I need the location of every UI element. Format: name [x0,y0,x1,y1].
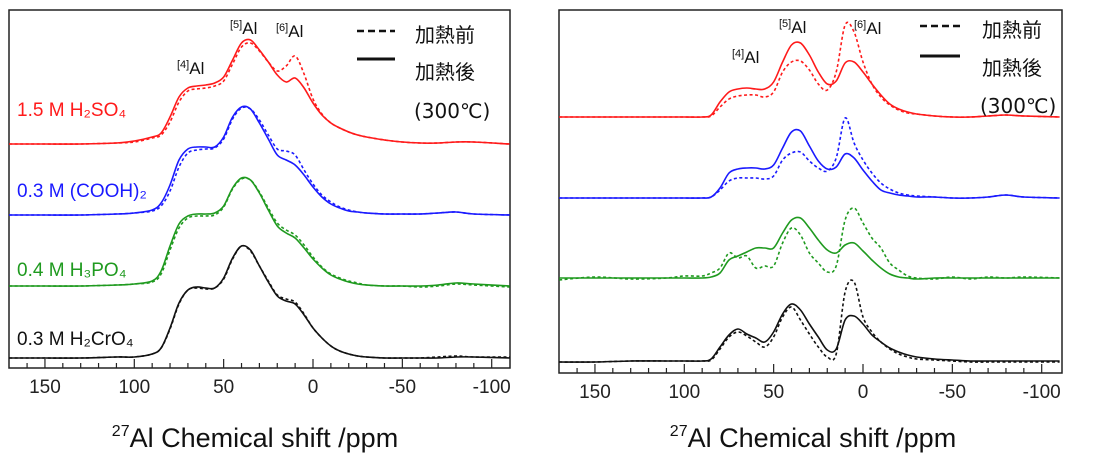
spectrum-solid-line [559,128,1060,199]
peak-label-6al: [6]Al [854,19,881,38]
legend-after-heating: 加熱後 [415,60,475,84]
peak-label-sup: [4] [177,59,189,71]
x-axis-title: 27Al Chemical shift /ppm [670,423,956,453]
legend: 加熱前 加熱後 (300℃) [357,23,490,123]
x-axis-title-text: Al Chemical shift /ppm [688,423,957,453]
x-tick-label: 0 [308,377,319,398]
x-axis-title-sup: 27 [670,423,688,440]
spectrum-solid-line [9,176,510,287]
peak-label-text: Al [288,22,303,41]
peak-label-6al: [6]Al [276,22,303,41]
peak-label-sup: [5] [779,18,791,30]
spectrum-dashed-line [559,117,1060,199]
x-tick-label: 150 [29,377,61,398]
x-tick-label: -50 [939,382,966,403]
peak-label-5al: [5]Al [230,19,257,38]
peak-label-sup: [6] [854,19,866,31]
peak-label-sup: [6] [276,22,288,34]
x-tick-label: 100 [668,382,700,403]
legend-before-heating: 加熱前 [415,23,475,47]
right-panel: 150 100 50 0 -50 -100 [4]Al [5]Al [6]Al 加熱前 加… [558,9,1063,453]
peak-label-text: Al [189,59,204,78]
spectrum-dashed-line [559,279,1060,363]
spectrum-solid-line [559,41,1060,118]
legend-temperature: (300℃) [414,99,490,123]
peak-label-4al: [4]Al [732,48,759,67]
x-tick-label: 50 [763,382,784,403]
sample-label-h2so4: 1.5 M H₂SO₄ [17,100,126,121]
spectrum-dashed-line [559,207,1060,281]
x-tick-label: 0 [858,382,869,403]
spectrum-solid-line [9,244,510,359]
x-axis-ticks: 150 100 50 0 -50 -100 [576,364,1061,403]
spectrum-solid-line [9,105,510,216]
x-tick-label: 50 [213,377,234,398]
x-axis-title: 27Al Chemical shift /ppm [112,423,398,453]
peak-label-sup: [5] [230,19,242,31]
spectra [9,38,510,359]
spectrum-solid-line [559,303,1060,363]
left-panel: 150 100 50 0 -50 -100 1.5 M H₂SO₄ 0.3 M (COOH… [8,9,511,453]
x-axis-title-sup: 27 [112,423,130,440]
sample-label-h3po4: 0.4 M H₃PO₄ [17,260,127,281]
x-tick-label: 100 [118,377,150,398]
spectra [559,21,1060,363]
peak-label-text: Al [866,19,881,38]
spectrum-dashed-line [9,177,510,288]
sample-label-cooh2: 0.3 M (COOH)₂ [17,181,147,202]
x-axis-title-text: Al Chemical shift /ppm [130,423,399,453]
legend: 加熱前 加熱後 (300℃) [920,18,1056,118]
x-tick-label: -100 [1023,382,1061,403]
peak-label-text: Al [791,18,806,37]
sample-label-h2cro4: 0.3 M H₂CrO₄ [17,329,134,350]
x-tick-label: 150 [579,382,611,403]
spectrum-solid-line [9,38,510,145]
legend-after-heating: 加熱後 [982,56,1042,80]
plot-frame [558,9,1063,374]
spectrum-dashed-line [9,106,510,216]
peak-label-5al: [5]Al [779,18,806,37]
peak-label-text: Al [744,48,759,67]
peak-label-text: Al [242,19,257,38]
legend-before-heating: 加熱前 [982,18,1042,42]
x-axis-ticks: 150 100 50 0 -50 -100 [26,359,511,398]
peak-label-sup: [4] [732,48,744,60]
x-tick-label: -50 [389,377,416,398]
spectrum-dashed-line [9,42,510,145]
spectrum-solid-line [559,216,1060,280]
x-tick-label: -100 [473,377,511,398]
peak-label-4al: [4]Al [177,59,204,78]
legend-temperature: (300℃) [980,94,1056,118]
